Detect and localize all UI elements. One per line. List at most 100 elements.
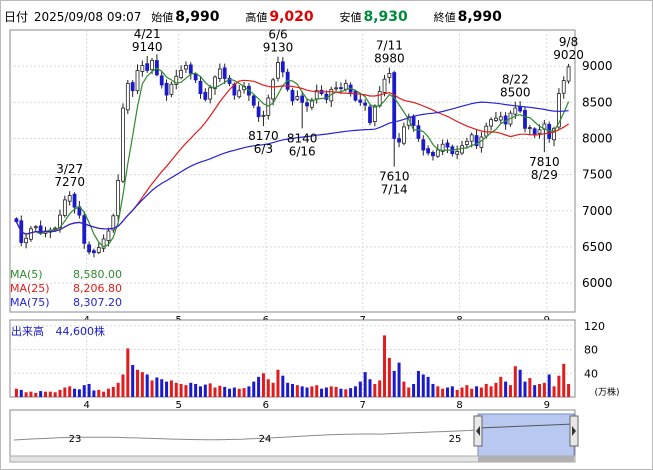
- volume-bar: [19, 389, 23, 397]
- navigator-year-label: 24: [259, 434, 272, 445]
- volume-bar: [349, 388, 353, 397]
- candle-body: [363, 102, 368, 106]
- volume-bar: [261, 373, 265, 397]
- candle-body: [67, 195, 72, 202]
- annotation-value: 9130: [263, 41, 294, 55]
- annotation-date: 8/29: [531, 168, 558, 182]
- candle-body: [445, 142, 450, 148]
- annotation-value: 9020: [553, 48, 584, 62]
- candle-body: [62, 199, 67, 216]
- candle-body: [140, 65, 145, 72]
- y-tick-label: 9000: [582, 59, 613, 73]
- volume-bar: [208, 383, 212, 397]
- volume-bar: [513, 366, 517, 397]
- navigator-scroll-thumb[interactable]: [478, 456, 574, 462]
- datetime-value: 2025/09/08 09:07: [33, 9, 142, 24]
- volume-bar: [39, 391, 43, 397]
- volume-bar: [445, 387, 449, 397]
- volume-bar: [228, 388, 232, 397]
- volume-bar: [416, 370, 420, 397]
- volume-bar: [53, 392, 57, 397]
- volume-bar: [165, 381, 169, 397]
- volume-bar: [470, 388, 474, 397]
- candle-body: [276, 62, 280, 79]
- volume-bar: [58, 389, 62, 397]
- candle-body: [426, 148, 431, 154]
- navigator-scrollbar[interactable]: [9, 455, 576, 463]
- legend-ma5: MA(5) 8,580.00: [10, 268, 122, 282]
- volume-bar: [155, 377, 159, 397]
- candle-body: [382, 78, 387, 93]
- volume-bar: [242, 388, 246, 397]
- candle-body: [372, 105, 377, 123]
- candle-body: [411, 115, 416, 126]
- close-label: 終値: [433, 10, 456, 24]
- candle-body: [125, 83, 130, 111]
- volume-bar: [300, 386, 304, 397]
- volume-bar: [136, 369, 140, 397]
- volume-bar: [237, 388, 241, 397]
- volume-bar: [14, 388, 18, 397]
- candle-body: [188, 64, 193, 74]
- annotation-value: 7270: [54, 175, 85, 189]
- candle-body: [130, 82, 135, 92]
- candle-body: [566, 66, 571, 82]
- volume-bar: [533, 385, 537, 397]
- month-tick-label: 7: [360, 400, 366, 411]
- candle-body: [213, 76, 217, 89]
- candle-body: [251, 95, 256, 106]
- candle-body: [498, 116, 503, 121]
- legend-ma5-value: 8,580.00: [73, 268, 122, 281]
- volume-bar: [504, 381, 508, 397]
- volume-bar: [538, 383, 542, 397]
- volume-bar: [523, 381, 527, 397]
- month-tick-label: 6: [263, 400, 269, 411]
- annotation-value: 8980: [374, 52, 405, 66]
- candle-body: [484, 125, 489, 137]
- volume-bar: [218, 385, 222, 397]
- price-plot-area: [9, 29, 576, 313]
- volume-bar: [484, 383, 488, 397]
- volume-bar: [392, 370, 396, 397]
- candle-body: [334, 87, 338, 90]
- volume-value: 44,600株: [55, 325, 106, 338]
- low-label: 安値: [339, 10, 362, 24]
- volume-bar: [383, 335, 387, 397]
- candle-body: [527, 127, 532, 130]
- candle-body: [14, 218, 19, 223]
- volume-bar: [29, 391, 33, 397]
- candle-body: [518, 106, 523, 112]
- volume-bar: [402, 381, 406, 397]
- volume-bar: [271, 382, 275, 397]
- volume-bar: [97, 389, 101, 397]
- price-panel: 60006500700075008000850090004567893/2772…: [9, 27, 613, 326]
- month-tick-label: 5: [175, 400, 181, 411]
- volume-bar: [378, 380, 382, 397]
- candle-body: [368, 106, 372, 123]
- volume-bar: [131, 365, 135, 397]
- navigator-year-label: 25: [449, 434, 462, 445]
- candle-body: [217, 68, 222, 79]
- y-tick-label: 7000: [582, 204, 613, 218]
- close-value: 8,990: [457, 8, 502, 25]
- annotation-value: 8500: [500, 86, 531, 100]
- volume-bar: [257, 376, 261, 397]
- volume-bar: [387, 357, 391, 397]
- volume-bar: [460, 387, 464, 397]
- candle-body: [353, 90, 358, 101]
- candle-body: [552, 127, 556, 141]
- volume-bar: [373, 383, 377, 397]
- volume-bar: [106, 388, 110, 397]
- volume-bar: [358, 381, 362, 397]
- candle-body: [261, 114, 266, 117]
- legend-ma25-value: 8,206.80: [73, 282, 122, 295]
- candle-body: [309, 99, 314, 108]
- volume-bar: [436, 386, 440, 397]
- volume-bar: [82, 385, 86, 397]
- candle-body: [387, 72, 392, 78]
- volume-label: 出来高: [11, 325, 44, 338]
- candle-body: [96, 247, 101, 253]
- annotation-date: 7/11: [376, 39, 403, 53]
- volume-bar: [169, 380, 173, 397]
